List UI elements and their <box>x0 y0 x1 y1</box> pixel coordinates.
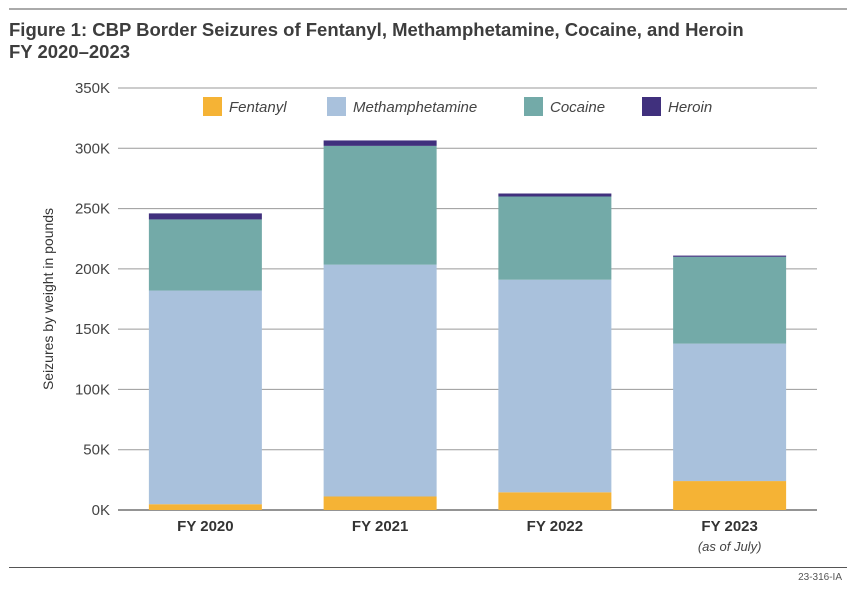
bar-segment-methamphetamine <box>323 264 437 497</box>
y-tick-label: 300K <box>75 140 110 157</box>
y-tick-label: 0K <box>92 502 110 519</box>
bar-segment-cocaine <box>498 196 612 280</box>
legend-label: Methamphetamine <box>353 99 477 116</box>
bar-segment-methamphetamine <box>673 343 787 482</box>
bar-segment-heroin <box>673 255 787 257</box>
x-tick-label: FY 2021 <box>352 518 408 535</box>
bar-segment-methamphetamine <box>498 279 612 493</box>
legend-swatch-fentanyl <box>203 97 222 116</box>
y-tick-label: 200K <box>75 261 110 278</box>
bar-segment-fentanyl <box>148 504 262 510</box>
chart-title-line-2: FY 2020–2023 <box>9 41 131 62</box>
x-tick-note: (as of July) <box>698 539 762 554</box>
bar-segment-fentanyl <box>673 481 787 510</box>
y-tick-label: 100K <box>75 381 110 398</box>
chart-title: Figure 1: CBP Border Seizures of Fentany… <box>9 19 849 63</box>
bar-segment-fentanyl <box>323 496 437 510</box>
legend-label: Fentanyl <box>229 99 287 116</box>
bar-segment-cocaine <box>148 219 262 291</box>
bar-segment-heroin <box>148 213 262 220</box>
bar-segment-fentanyl <box>498 492 612 510</box>
legend-swatch-heroin <box>642 97 661 116</box>
bottom-divider <box>9 567 847 568</box>
y-tick-label: 250K <box>75 201 110 218</box>
x-tick-label: FY 2023 <box>701 518 757 535</box>
legend-swatch-cocaine <box>524 97 543 116</box>
x-tick-label: FY 2020 <box>177 518 233 535</box>
figure-code: 23-316-IA <box>798 572 842 583</box>
chart-title-line-1: Figure 1: CBP Border Seizures of Fentany… <box>9 19 744 40</box>
bar-segment-heroin <box>323 140 437 146</box>
y-tick-label: 350K <box>75 80 110 97</box>
x-tick-label: FY 2022 <box>527 518 583 535</box>
y-axis-label: Seizures by weight in pounds <box>40 208 56 390</box>
legend-swatch-methamphetamine <box>327 97 346 116</box>
bar-segment-cocaine <box>323 145 437 265</box>
legend-label: Heroin <box>668 99 712 116</box>
bar-segment-heroin <box>498 193 612 197</box>
y-tick-label: 150K <box>75 321 110 338</box>
y-tick-label: 50K <box>83 442 110 459</box>
bar-segment-methamphetamine <box>148 290 262 505</box>
bar-segment-cocaine <box>673 256 787 344</box>
legend-label: Cocaine <box>550 99 605 116</box>
